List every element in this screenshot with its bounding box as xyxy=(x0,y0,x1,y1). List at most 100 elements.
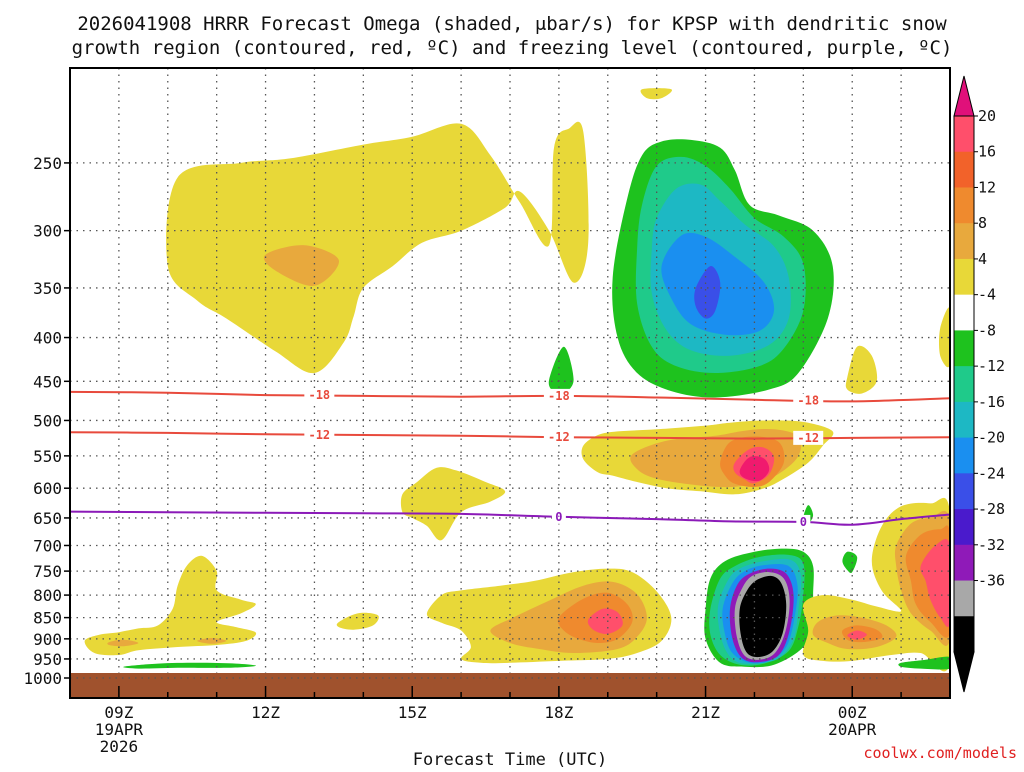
x-tick-label-21Z: 21Z xyxy=(691,703,720,722)
y-tick-label-250: 250 xyxy=(33,154,62,173)
x-axis-label: Forecast Time (UTC) xyxy=(413,750,607,768)
colorbar-segment xyxy=(954,544,974,582)
colorbar-segment xyxy=(954,223,974,260)
colorbar-segment xyxy=(954,473,974,510)
colorbar-segment xyxy=(954,187,974,224)
x-tick-label-00Z: 00Z xyxy=(838,703,867,722)
y-tick-label-550: 550 xyxy=(33,447,62,466)
contour-label-bg xyxy=(304,388,335,403)
y-tick-label-800: 800 xyxy=(33,586,62,605)
colorbar-top-arrow xyxy=(953,75,975,117)
contour-label-bg xyxy=(543,430,574,445)
y-tick-label-850: 850 xyxy=(33,609,62,628)
colorbar-segment xyxy=(954,294,974,331)
y-tick-label-650: 650 xyxy=(33,509,62,528)
colorbar-segment xyxy=(954,258,974,296)
colorbar-label: -32 xyxy=(978,536,1005,554)
contour-label-bg xyxy=(793,430,824,445)
contour-freezing-level-0 xyxy=(70,510,950,526)
colorbar-segment xyxy=(954,437,974,474)
colorbar-label: -16 xyxy=(978,393,1005,411)
y-tick-label-700: 700 xyxy=(33,536,62,555)
shade-upper-darkblue xyxy=(694,266,721,319)
colorbar-label: -36 xyxy=(978,572,1005,590)
contour-label-bg xyxy=(796,514,811,529)
shade-upper-orange-west xyxy=(263,245,340,286)
y-tick-label-500: 500 xyxy=(33,411,62,430)
colorbar-label: -8 xyxy=(978,321,996,339)
contour-labels: -18 -18 -18 -12 -12 -12 0 0 xyxy=(304,388,824,529)
y-tick-label-450: 450 xyxy=(33,372,62,391)
shade-low-black-core xyxy=(739,575,787,658)
shade-right-yellow-400 xyxy=(939,307,950,368)
omega-shading xyxy=(84,88,950,672)
contour-label-dgz-minus12: -12 xyxy=(548,430,570,444)
colorbar-label: 16 xyxy=(978,143,996,161)
contour-label-dgz-minus18: -18 xyxy=(308,388,330,402)
colorbar-label: -4 xyxy=(978,286,996,304)
y-tick-label-1000: 1000 xyxy=(23,669,62,688)
shade-low-orange-west-a xyxy=(107,639,139,647)
shade-small-green-450 xyxy=(548,346,574,395)
chart-title-line1: 2026041908 HRRR Forecast Omega (shaded, … xyxy=(77,13,947,35)
x-tick-date-20APR: 20APR xyxy=(828,720,877,739)
contour-label-bg xyxy=(543,388,574,403)
y-tick-label-350: 350 xyxy=(33,279,62,298)
shade-top-yellow-sliver xyxy=(640,88,673,100)
colorbar-label: -12 xyxy=(978,357,1005,375)
shade-low-yellow-850 xyxy=(336,612,379,630)
shade-low-red-mid xyxy=(587,608,623,635)
shade-low-red-east-small xyxy=(847,630,867,640)
colorbar-segment xyxy=(954,580,974,617)
contour-label-freezing-level-0: 0 xyxy=(555,510,562,524)
shade-low-orange-west-b xyxy=(197,638,227,644)
contour-label-dgz-minus18: -18 xyxy=(797,394,819,408)
shade-low-green-720-small xyxy=(842,551,858,573)
shade-low-red-east-edge xyxy=(920,538,950,627)
shade-right-yellow-450 xyxy=(845,345,878,394)
contour-label-bg xyxy=(304,428,335,443)
shade-low-green-strip-west xyxy=(123,662,256,669)
contour-label-dgz-minus12: -12 xyxy=(797,431,819,445)
colorbar-label: -20 xyxy=(978,429,1005,447)
colorbar-segment xyxy=(954,116,974,153)
colorbar-label: 12 xyxy=(978,178,996,196)
x-tick-label-15Z: 15Z xyxy=(398,703,427,722)
shade-mid-pink-east xyxy=(739,456,770,482)
y-tick-label-300: 300 xyxy=(33,222,62,241)
contour-label-dgz-minus12: -12 xyxy=(308,428,330,442)
colorbar-bottom-arrow xyxy=(953,651,975,693)
y-tick-label-400: 400 xyxy=(33,329,62,348)
colorbar-label: -28 xyxy=(978,500,1005,518)
credit-text: coolwx.com/models xyxy=(863,744,1017,762)
shade-mid-yellow-600 xyxy=(400,467,506,541)
colorbar-segment xyxy=(954,330,974,367)
chart-title-line2: growth region (contoured, red, ºC) and f… xyxy=(72,37,953,59)
colorbar-label: 8 xyxy=(978,214,987,232)
colorbar: 20 16 12 8 4 -4 -8 -12 -16 -20 -24 -28 -32 -36 xyxy=(953,75,1005,693)
y-tick-label-750: 750 xyxy=(33,562,62,581)
contour-label-dgz-minus18: -18 xyxy=(548,389,570,403)
colorbar-segment xyxy=(954,401,974,439)
y-tick-label-600: 600 xyxy=(33,479,62,498)
y-axis-ticks: 250 300 350 400 450 500 550 600 650 700 750 800 850 9… xyxy=(23,154,70,688)
x-tick-date-19APR: 19APR xyxy=(95,720,144,739)
x-tick-label-12Z: 12Z xyxy=(251,703,280,722)
y-tick-label-900: 900 xyxy=(33,630,62,649)
colorbar-label: 20 xyxy=(978,107,996,125)
y-tick-label-950: 950 xyxy=(33,650,62,669)
colorbar-label: -24 xyxy=(978,464,1005,482)
x-tick-year-2026: 2026 xyxy=(100,737,139,756)
contour-label-bg xyxy=(793,393,824,408)
x-tick-label-18Z: 18Z xyxy=(544,703,573,722)
shade-upper-yellow-west xyxy=(166,121,589,374)
contour-label-freezing-level-0: 0 xyxy=(800,515,807,529)
colorbar-outline xyxy=(953,115,975,653)
shade-low-yellow-west xyxy=(84,555,257,656)
colorbar-segment xyxy=(954,509,974,546)
x-tick-label-09Z: 09Z xyxy=(104,703,133,722)
colorbar-segment xyxy=(954,151,974,188)
